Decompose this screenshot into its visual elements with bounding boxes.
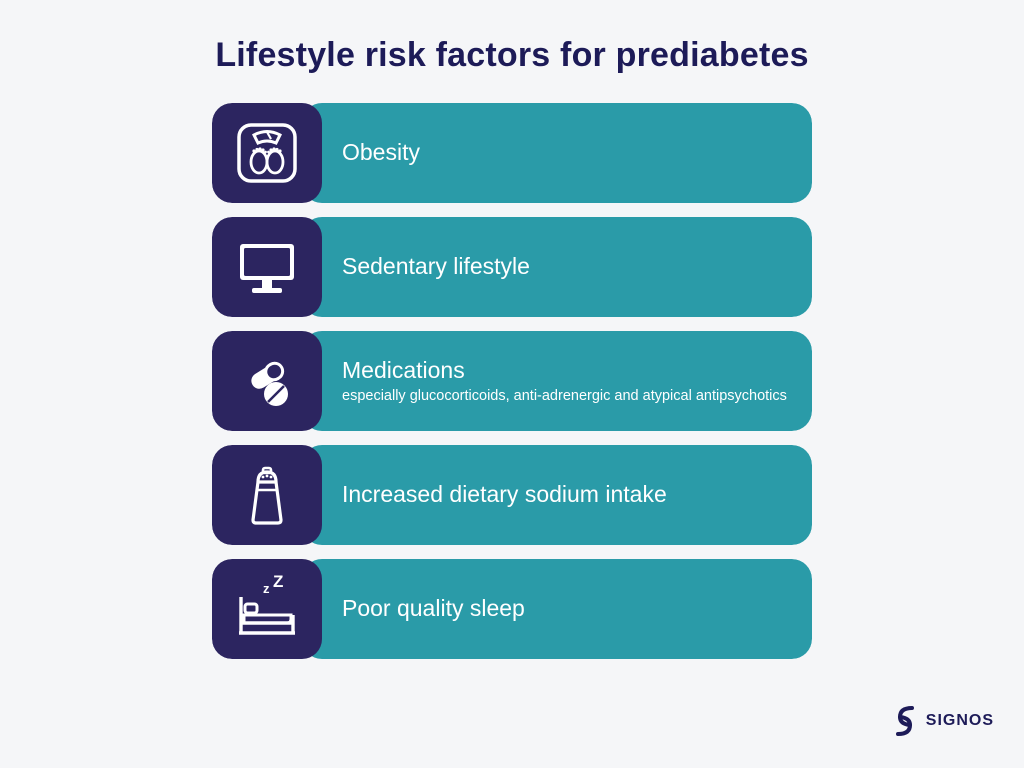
item-label: Increased dietary sodium intake bbox=[342, 481, 788, 509]
monitor-icon bbox=[212, 217, 322, 317]
item-sublabel: especially glucocorticoids, anti-adrener… bbox=[342, 387, 788, 405]
label-box: Increased dietary sodium intake bbox=[302, 445, 812, 545]
sleep-icon: z Z bbox=[212, 559, 322, 659]
svg-text:z: z bbox=[263, 581, 270, 596]
risk-factor-list: Obesity Sedentary lifestyle bbox=[212, 103, 812, 659]
brand-logo: SIGNOS bbox=[890, 704, 994, 738]
label-box: Medications especially glucocorticoids, … bbox=[302, 331, 812, 431]
svg-text:Z: Z bbox=[273, 572, 283, 591]
label-box: Sedentary lifestyle bbox=[302, 217, 812, 317]
scale-icon bbox=[212, 103, 322, 203]
list-item: Obesity bbox=[212, 103, 812, 203]
list-item: z Z Poor quality sleep bbox=[212, 559, 812, 659]
logo-icon bbox=[890, 704, 920, 738]
pills-icon bbox=[212, 331, 322, 431]
label-box: Poor quality sleep bbox=[302, 559, 812, 659]
list-item: Increased dietary sodium intake bbox=[212, 445, 812, 545]
page-title: Lifestyle risk factors for prediabetes bbox=[0, 0, 1024, 103]
list-item: Medications especially glucocorticoids, … bbox=[212, 331, 812, 431]
salt-icon bbox=[212, 445, 322, 545]
item-label: Poor quality sleep bbox=[342, 595, 788, 623]
item-label: Obesity bbox=[342, 139, 788, 167]
item-label: Sedentary lifestyle bbox=[342, 253, 788, 281]
list-item: Sedentary lifestyle bbox=[212, 217, 812, 317]
item-label: Medications bbox=[342, 357, 788, 385]
label-box: Obesity bbox=[302, 103, 812, 203]
logo-text: SIGNOS bbox=[926, 712, 994, 730]
